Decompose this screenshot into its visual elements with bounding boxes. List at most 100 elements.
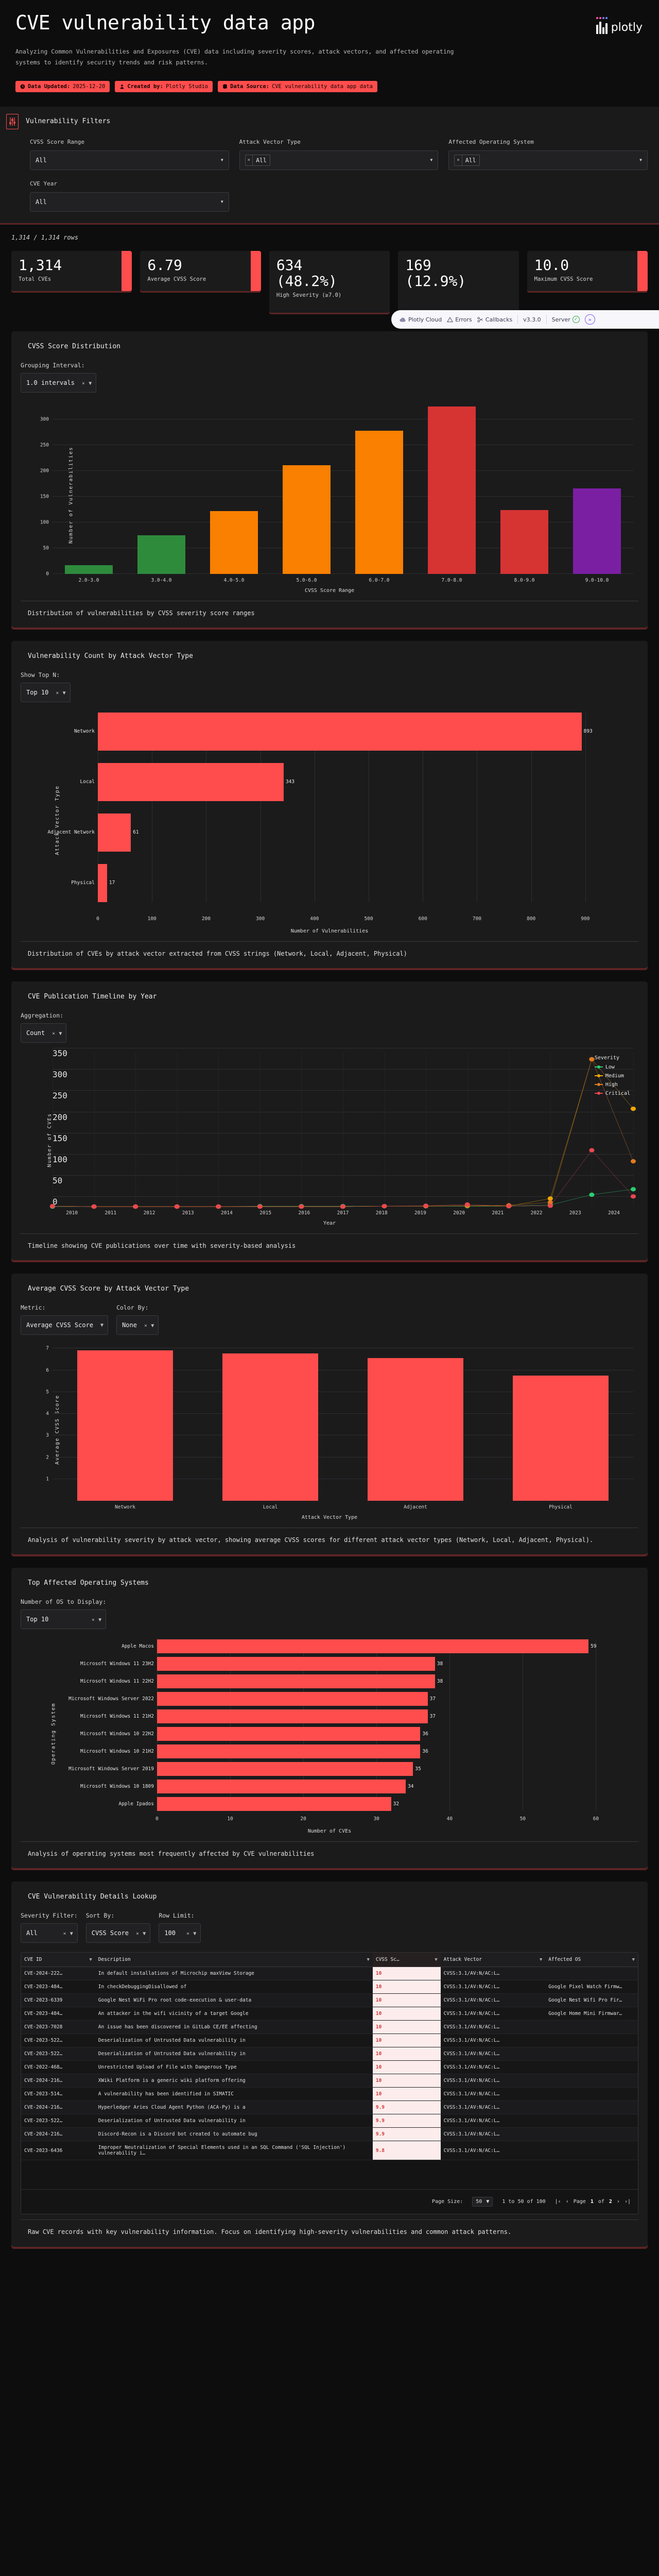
data-point[interactable] bbox=[547, 1204, 553, 1208]
bar[interactable] bbox=[157, 1727, 421, 1741]
filter-icon[interactable]: ▼ bbox=[435, 1957, 438, 1962]
cvss-score-range-select[interactable]: All ▼ bbox=[30, 150, 229, 170]
remove-token-icon[interactable]: × bbox=[246, 155, 253, 165]
next-page-button[interactable]: › bbox=[616, 2199, 620, 2205]
bar[interactable] bbox=[157, 1709, 428, 1724]
legend-item[interactable]: Medium bbox=[594, 1073, 630, 1079]
bar[interactable] bbox=[98, 863, 107, 902]
legend-item[interactable]: Critical bbox=[594, 1091, 630, 1096]
data-point[interactable] bbox=[630, 1106, 636, 1111]
remove-token-icon[interactable]: × bbox=[455, 155, 462, 165]
dev-toolbar-callbacks[interactable]: Callbacks bbox=[477, 316, 512, 323]
table-column-header[interactable]: Description ▼ bbox=[95, 1953, 373, 1968]
data-point[interactable] bbox=[589, 1148, 595, 1153]
data-point[interactable] bbox=[630, 1159, 636, 1164]
bar[interactable] bbox=[157, 1692, 428, 1706]
data-point[interactable] bbox=[340, 1204, 346, 1209]
data-point[interactable] bbox=[589, 1192, 595, 1197]
bar[interactable] bbox=[210, 511, 258, 574]
selected-token[interactable]: × All bbox=[245, 154, 270, 166]
bar[interactable] bbox=[98, 813, 131, 852]
data-point[interactable] bbox=[216, 1204, 221, 1209]
bar[interactable] bbox=[157, 1744, 421, 1759]
table-row[interactable]: CVE-2023-514… A vulnerability has been id… bbox=[21, 2087, 638, 2102]
table-column-header[interactable]: CVSS Sc… ▼ bbox=[372, 1953, 441, 1968]
bar[interactable] bbox=[157, 1674, 435, 1689]
bar[interactable] bbox=[500, 510, 549, 574]
affected-os-select[interactable]: × All ▼ bbox=[448, 150, 648, 170]
bar[interactable] bbox=[427, 406, 476, 574]
table-row[interactable]: CVE-2024-216… XWiki Platform is a generic… bbox=[21, 2074, 638, 2088]
data-point[interactable] bbox=[506, 1204, 512, 1209]
filter-icon[interactable]: ▼ bbox=[367, 1957, 370, 1962]
filter-icon[interactable]: ▼ bbox=[632, 1957, 635, 1962]
table-row[interactable]: CVE-2023-484… An attacker in the wifi vic… bbox=[21, 2007, 638, 2021]
bar[interactable] bbox=[157, 1657, 435, 1671]
number-of-os-select[interactable]: Top 10 × ▼ bbox=[21, 1609, 107, 1630]
show-top-n-select[interactable]: Top 10 × ▼ bbox=[21, 682, 71, 702]
bar[interactable] bbox=[355, 430, 404, 574]
legend-item[interactable]: Low bbox=[594, 1064, 630, 1070]
first-page-button[interactable]: |‹ bbox=[554, 2199, 561, 2205]
data-point[interactable] bbox=[630, 1194, 636, 1199]
bar[interactable] bbox=[157, 1639, 589, 1654]
filter-icon[interactable]: ▼ bbox=[89, 1957, 92, 1962]
dev-toolbar-plotly-cloud[interactable]: Plotly Cloud bbox=[400, 316, 442, 323]
table-row[interactable]: CVE-2023-6436 Improper Neutralization of … bbox=[21, 2141, 638, 2161]
data-point[interactable] bbox=[91, 1204, 97, 1209]
table-row[interactable]: CVE-2023-522… Deserialization of Untruste… bbox=[21, 2033, 638, 2048]
bar[interactable] bbox=[64, 565, 113, 574]
line-series[interactable] bbox=[53, 1189, 633, 1207]
table-column-header[interactable]: CVE ID ▼ bbox=[21, 1953, 95, 1968]
data-point[interactable] bbox=[257, 1204, 263, 1209]
table-row[interactable]: CVE-2024-216… Hyperledger Aries Cloud Age… bbox=[21, 2100, 638, 2115]
data-point[interactable] bbox=[547, 1200, 553, 1205]
cve-year-select[interactable]: All ▼ bbox=[30, 192, 229, 212]
table-row[interactable]: CVE-2024-216… Discord-Recon is a Discord … bbox=[21, 2127, 638, 2142]
bar[interactable] bbox=[573, 488, 621, 574]
metric-select[interactable]: Average CVSS Score ▼ bbox=[21, 1315, 109, 1335]
bar[interactable] bbox=[222, 1353, 319, 1501]
filter-icon[interactable]: ▼ bbox=[539, 1957, 543, 1962]
data-point[interactable] bbox=[630, 1187, 636, 1192]
data-point[interactable] bbox=[133, 1204, 138, 1209]
aggregation-select[interactable]: Count × ▼ bbox=[21, 1023, 67, 1043]
bar[interactable] bbox=[98, 712, 582, 751]
bar[interactable] bbox=[367, 1358, 464, 1501]
severity-filter-select[interactable]: All × ▼ bbox=[21, 1923, 78, 1943]
bar[interactable] bbox=[282, 465, 331, 574]
data-point[interactable] bbox=[423, 1204, 429, 1208]
table-row[interactable]: CVE-2023-522… Deserialization of Untruste… bbox=[21, 2114, 638, 2128]
data-point[interactable] bbox=[174, 1204, 180, 1209]
table-column-header[interactable]: Affected OS ▼ bbox=[545, 1953, 638, 1968]
line-series[interactable] bbox=[53, 1059, 633, 1207]
table-column-header[interactable]: Attack Vector ▼ bbox=[440, 1953, 546, 1968]
data-point[interactable] bbox=[547, 1196, 553, 1201]
selected-token[interactable]: × All bbox=[454, 154, 480, 166]
table-row[interactable]: CVE-2024-222… In default installations of… bbox=[21, 1967, 638, 1981]
legend-item[interactable]: High bbox=[594, 1082, 630, 1088]
sort-by-select[interactable]: CVSS Score × ▼ bbox=[85, 1923, 151, 1943]
attack-vector-type-select[interactable]: × All ▼ bbox=[239, 150, 439, 170]
data-point[interactable] bbox=[589, 1057, 595, 1062]
dev-toolbar[interactable]: Plotly Cloud Errors Callbacks v3.3.0 Ser… bbox=[391, 310, 659, 329]
table-row[interactable]: CVE-2022-468… Unrestricted Upload of File… bbox=[21, 2060, 638, 2075]
last-page-button[interactable]: ›| bbox=[624, 2199, 631, 2205]
bar[interactable] bbox=[157, 1797, 391, 1811]
data-point[interactable] bbox=[464, 1202, 470, 1207]
bar[interactable] bbox=[157, 1762, 413, 1776]
data-point[interactable] bbox=[299, 1204, 304, 1209]
table-row[interactable]: CVE-2023-7028 An issue has been discovere… bbox=[21, 2020, 638, 2035]
prev-page-button[interactable]: ‹ bbox=[565, 2199, 569, 2205]
bar[interactable] bbox=[137, 535, 186, 574]
grouping-interval-select[interactable]: 1.0 intervals × ▼ bbox=[21, 372, 97, 393]
data-point[interactable] bbox=[381, 1204, 387, 1209]
dev-toolbar-errors[interactable]: Errors bbox=[447, 316, 472, 323]
bar[interactable] bbox=[77, 1350, 174, 1501]
line-series[interactable] bbox=[53, 1059, 633, 1207]
dev-toolbar-server-status[interactable]: Server ✓ bbox=[552, 316, 580, 323]
expand-toolbar-button[interactable]: » bbox=[584, 314, 595, 325]
page-size-select[interactable]: 50 ▼ bbox=[472, 2197, 493, 2207]
color-by-select[interactable]: None × ▼ bbox=[116, 1315, 159, 1335]
bar[interactable] bbox=[512, 1376, 609, 1501]
